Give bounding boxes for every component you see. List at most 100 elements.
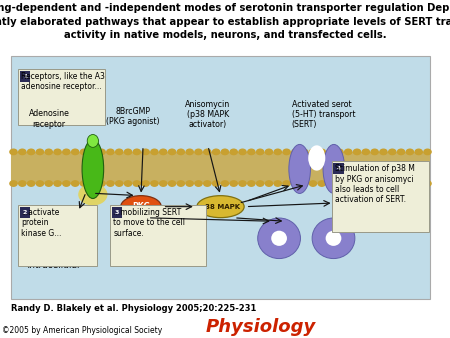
Circle shape (248, 181, 255, 186)
Text: Adenosine
receptor: Adenosine receptor (28, 109, 69, 129)
Circle shape (266, 149, 273, 154)
Circle shape (10, 181, 17, 186)
Text: activity in native models, neurons, and transfected cells.: activity in native models, neurons, and … (64, 30, 386, 41)
Circle shape (45, 181, 52, 186)
Circle shape (336, 149, 343, 154)
Circle shape (256, 181, 264, 186)
Circle shape (195, 149, 202, 154)
FancyBboxPatch shape (333, 163, 344, 174)
Circle shape (212, 181, 220, 186)
FancyBboxPatch shape (20, 207, 31, 218)
Text: ©2005 by American Physiological Society: ©2005 by American Physiological Society (2, 325, 162, 335)
Text: PKG: PKG (132, 202, 150, 211)
Ellipse shape (326, 231, 342, 246)
Circle shape (406, 149, 414, 154)
Circle shape (371, 181, 378, 186)
Text: Receptors, like the A3
adenosine receptor...: Receptors, like the A3 adenosine recepto… (22, 72, 105, 91)
Circle shape (186, 149, 193, 154)
Text: Extracellular: Extracellular (28, 73, 85, 82)
Text: Intracellular: Intracellular (28, 261, 82, 270)
Circle shape (107, 181, 114, 186)
Circle shape (362, 181, 369, 186)
Circle shape (362, 149, 369, 154)
Circle shape (124, 181, 131, 186)
Circle shape (168, 181, 176, 186)
Circle shape (292, 181, 299, 186)
Ellipse shape (258, 218, 301, 259)
Circle shape (415, 181, 422, 186)
Circle shape (301, 181, 308, 186)
Circle shape (54, 181, 61, 186)
Circle shape (336, 181, 343, 186)
Ellipse shape (308, 145, 325, 171)
Circle shape (133, 149, 140, 154)
FancyBboxPatch shape (11, 152, 430, 184)
Ellipse shape (82, 139, 104, 198)
Circle shape (89, 181, 96, 186)
Text: ...activate
protein
kinase G...: ...activate protein kinase G... (22, 208, 62, 238)
Circle shape (415, 149, 422, 154)
Circle shape (168, 149, 176, 154)
Circle shape (345, 149, 352, 154)
Circle shape (142, 181, 149, 186)
Circle shape (266, 181, 273, 186)
Circle shape (310, 149, 317, 154)
Text: 2 recently elaborated pathways that appear to establish appropriate levels of SE: 2 recently elaborated pathways that appe… (0, 17, 450, 27)
Text: 2: 2 (23, 210, 27, 215)
Circle shape (81, 149, 88, 154)
Circle shape (327, 149, 334, 154)
FancyBboxPatch shape (112, 207, 122, 218)
Circle shape (230, 181, 237, 186)
Circle shape (19, 181, 26, 186)
Circle shape (310, 181, 317, 186)
Circle shape (72, 181, 79, 186)
Circle shape (239, 149, 246, 154)
Circle shape (301, 149, 308, 154)
Circle shape (160, 149, 167, 154)
Circle shape (151, 181, 158, 186)
Text: Randy D. Blakely et al. Physiology 2005;20:225-231: Randy D. Blakely et al. Physiology 2005;… (11, 304, 256, 313)
Circle shape (116, 149, 123, 154)
Text: Stimulation of p38 M
by PKG or anisomyci
also leads to cell
activation of SERT.: Stimulation of p38 M by PKG or anisomyci… (335, 164, 415, 204)
Circle shape (353, 181, 360, 186)
Circle shape (256, 149, 264, 154)
Circle shape (318, 181, 325, 186)
Circle shape (345, 181, 352, 186)
Ellipse shape (289, 144, 310, 193)
Circle shape (116, 181, 123, 186)
Circle shape (327, 181, 334, 186)
Circle shape (45, 149, 52, 154)
FancyBboxPatch shape (332, 162, 429, 232)
Circle shape (380, 181, 387, 186)
Circle shape (124, 149, 131, 154)
Circle shape (160, 181, 167, 186)
Circle shape (151, 149, 158, 154)
Circle shape (36, 181, 44, 186)
Circle shape (36, 149, 44, 154)
Circle shape (54, 149, 61, 154)
Circle shape (397, 181, 405, 186)
Circle shape (72, 149, 79, 154)
Ellipse shape (78, 184, 108, 206)
Text: 3: 3 (115, 210, 119, 215)
Circle shape (98, 181, 105, 186)
Text: 4: 4 (337, 166, 341, 171)
Circle shape (424, 149, 431, 154)
FancyBboxPatch shape (18, 205, 97, 266)
Circle shape (248, 149, 255, 154)
Circle shape (221, 181, 229, 186)
Circle shape (283, 149, 290, 154)
Circle shape (98, 149, 105, 154)
Circle shape (177, 149, 184, 154)
Circle shape (380, 149, 387, 154)
Circle shape (221, 149, 229, 154)
Circle shape (424, 181, 431, 186)
Ellipse shape (271, 231, 287, 246)
Circle shape (353, 149, 360, 154)
Circle shape (318, 149, 325, 154)
Text: 1: 1 (23, 74, 27, 79)
Circle shape (212, 149, 220, 154)
Circle shape (63, 149, 70, 154)
Ellipse shape (323, 144, 345, 193)
Text: Anisomycin
(p38 MAPK
activator): Anisomycin (p38 MAPK activator) (185, 100, 230, 129)
